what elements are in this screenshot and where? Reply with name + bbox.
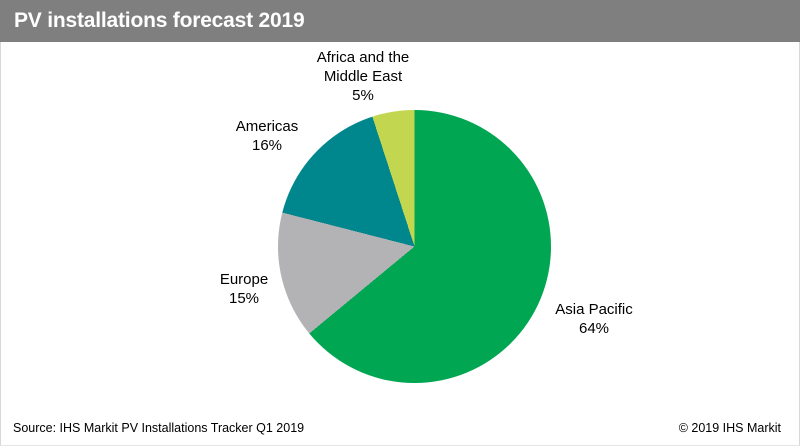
label-europe-name: Europe [219,271,269,288]
label-africa-line2: Middle East [323,68,403,85]
label-africa-pct: 5% [352,87,374,104]
label-asia-pacific: Asia Pacific 64% [519,300,669,338]
chart-title: PV installations forecast 2019 [14,9,305,32]
source-note: Source: IHS Markit PV Installations Trac… [13,421,305,435]
label-europe: Europe 15% [169,270,319,308]
label-europe-pct: 15% [228,290,260,307]
label-africa-middle-east: Africa and the Middle East 5% [288,48,438,105]
label-americas-name: Americas [235,118,299,135]
label-africa-line1: Africa and the [316,49,410,66]
label-asia-name: Asia Pacific [555,301,633,318]
label-americas: Americas 16% [192,117,342,155]
label-asia-pct: 64% [578,320,610,337]
chart-title-bar: PV installations forecast 2019 [0,0,800,42]
pie-chart [278,110,551,383]
chart-plot-area: Africa and the Middle East 5% Americas 1… [0,42,800,446]
label-americas-pct: 16% [251,137,283,154]
copyright-note: © 2019 IHS Markit [678,421,781,435]
